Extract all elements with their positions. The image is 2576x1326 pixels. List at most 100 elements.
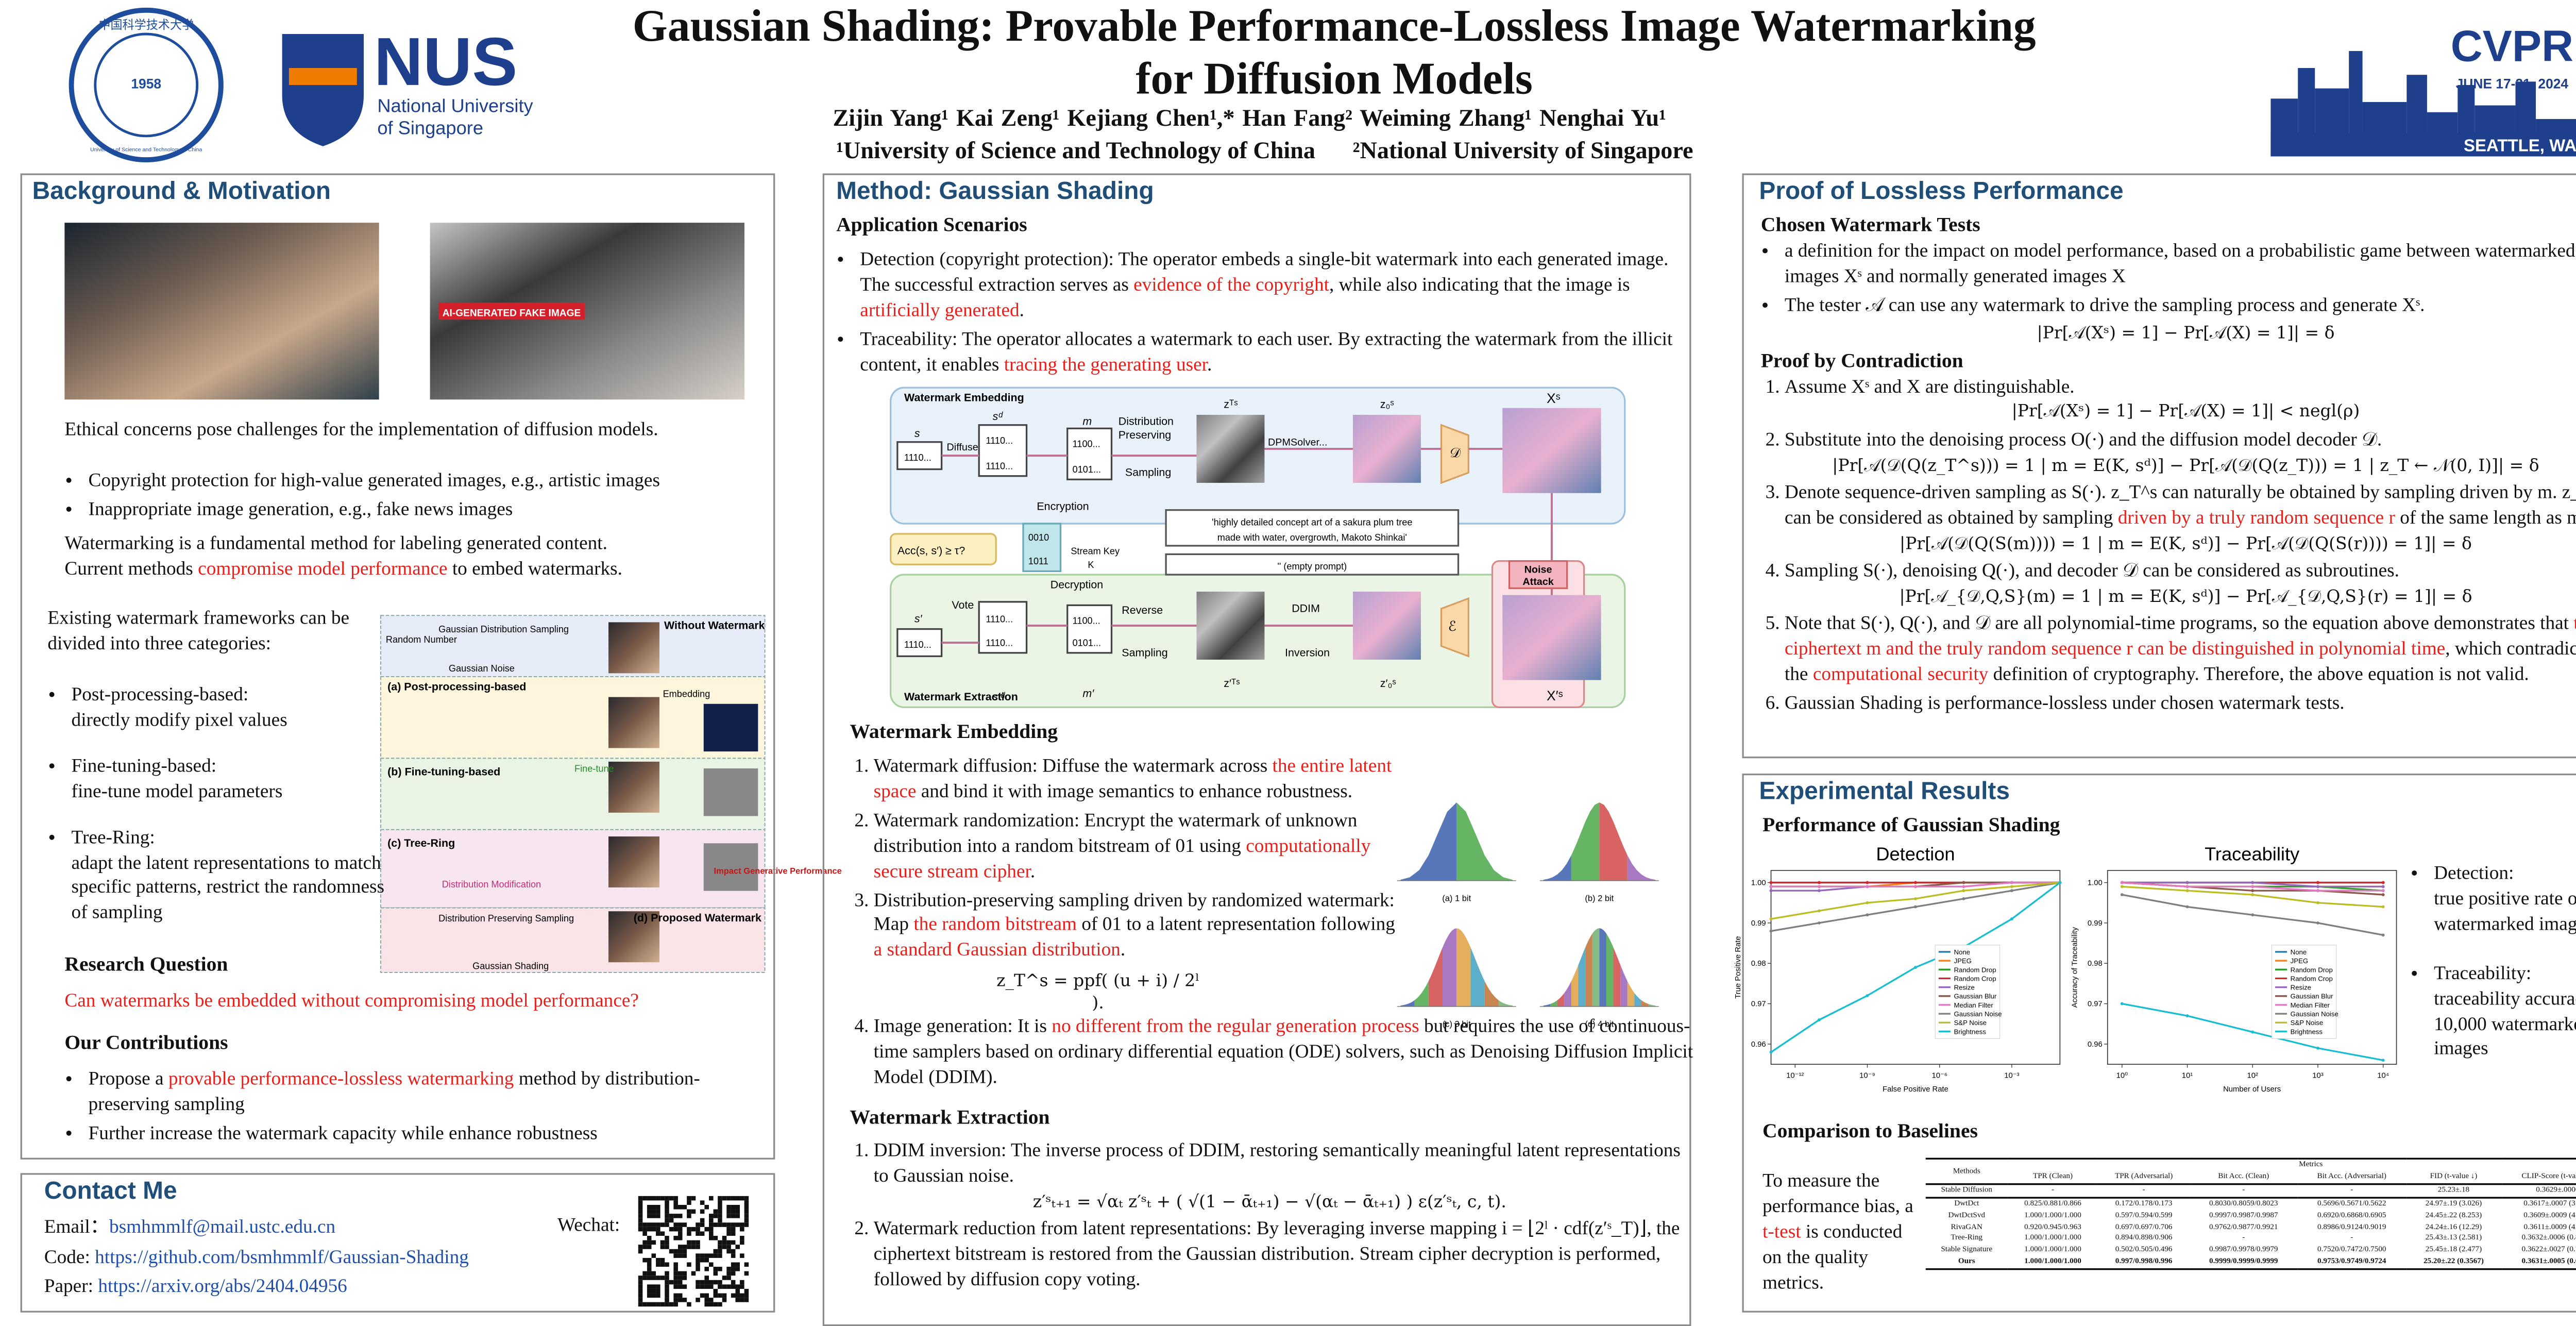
list-item: Watermark randomization: Encrypt the wat… [874, 809, 1404, 885]
qr-cell [691, 1209, 696, 1214]
table-cell: 24.24±.16 (12.29) [2425, 1221, 2482, 1231]
qr-cell [665, 1240, 669, 1245]
item-desc: fine-tune model parameters [71, 781, 283, 802]
gaussian-slice [1599, 802, 1628, 881]
qr-cell [677, 1249, 683, 1254]
qr-cell [704, 1280, 709, 1285]
text-run: Watermark randomization: Encrypt the wat… [873, 810, 1358, 857]
qr-cell [677, 1245, 683, 1249]
qr-cell [638, 1222, 643, 1227]
x-tick-label: 10⁴ [2377, 1072, 2389, 1080]
diagram-label: Encryption [1037, 500, 1089, 513]
qr-cell [638, 1302, 643, 1307]
qr-cell [660, 1245, 665, 1249]
point [1769, 929, 1773, 933]
code-link[interactable]: https://github.com/bsmhmmlf/Gaussian-Sha… [95, 1247, 469, 1268]
gaussian-slice [1571, 965, 1579, 1006]
qr-cell [726, 1204, 731, 1210]
subheading: Research Question [64, 952, 228, 976]
paper-link[interactable]: https://arxiv.org/abs/2404.04956 [98, 1277, 347, 1298]
highlight: driven by a truly random sequence r [2117, 508, 2395, 528]
gaussian-slice [1550, 1000, 1557, 1006]
point [2120, 881, 2124, 884]
figure-label: (a) Post-processing-based [387, 680, 526, 693]
diagram-label: Stream Key [1071, 546, 1120, 556]
table-cell: 1.000/1.000/1.000 [2024, 1233, 2081, 1242]
item-text: Copyright protection for high-value gene… [88, 471, 660, 492]
item-text: Gaussian Shading is performance-lossless… [1784, 693, 2345, 714]
numbered-list: Watermark diffusion: Diffuse the waterma… [850, 755, 1403, 968]
gaussian-slice [1606, 933, 1614, 1006]
gaussian-slice [1484, 981, 1499, 1006]
qr-cell [704, 1284, 709, 1289]
figure-caption: (a) 1 bit [1442, 894, 1471, 903]
diagram-label: 1100... [1073, 439, 1100, 449]
qr-cell [691, 1245, 696, 1249]
qr-cell [691, 1227, 696, 1232]
qr-cell [665, 1288, 669, 1294]
figure-label: Without Watermark [664, 619, 765, 632]
qr-cell [665, 1196, 669, 1201]
qr-cell [726, 1245, 731, 1249]
table-cell: 0.8986/0.9124/0.9019 [2317, 1221, 2386, 1231]
point [2316, 881, 2319, 884]
qr-cell [735, 1288, 740, 1294]
qr-cell [687, 1196, 691, 1201]
legend-label: Resize [1954, 984, 1974, 992]
point [1962, 885, 1965, 888]
qr-cell [718, 1267, 722, 1271]
table-cell: 0.597/0.594/0.599 [2115, 1210, 2173, 1219]
legend-label: Random Crop [2291, 975, 2333, 982]
gaussian-slice [1543, 1004, 1551, 1006]
text-run: is conducted on the quality metrics. [1762, 1222, 1903, 1294]
cvpr-place: SEATTLE, WA [2464, 136, 2576, 155]
qr-cell [700, 1280, 705, 1285]
list-item: Propose a provable performance-lossless … [89, 1068, 769, 1118]
item-text: a definition for the impact on model per… [1784, 241, 2575, 287]
qr-cell [718, 1280, 722, 1285]
qr-cell [682, 1298, 687, 1302]
highlight: a standard Gaussian distribution [873, 941, 1121, 962]
qr-cell [713, 1222, 718, 1227]
legend-label: Gaussian Blur [2291, 993, 2333, 1000]
text-run: of the same length as m. [2395, 508, 2576, 528]
qr-cell [673, 1262, 678, 1267]
gaussian-slice [1456, 802, 1513, 881]
qr-cell [744, 1293, 749, 1298]
qr-cell [704, 1227, 709, 1232]
qr-cell [709, 1302, 714, 1307]
y-tick-label: 1.00 [2088, 879, 2103, 887]
qr-cell [718, 1240, 722, 1245]
qr-cell [726, 1249, 731, 1254]
output-image [1502, 595, 1601, 680]
qr-cell [726, 1275, 731, 1280]
qr-cell [704, 1302, 709, 1307]
item-text: Substitute into the denoising process O(… [1784, 429, 2382, 450]
item-name: Tree-Ring: [71, 827, 155, 848]
diagram-label: '' (empty prompt) [1277, 561, 1347, 572]
qr-cell [713, 1267, 718, 1271]
qr-cell [687, 1231, 691, 1236]
cvpr-date: JUNE 17-21, 2024 [2456, 76, 2569, 92]
qr-cell [677, 1231, 683, 1236]
qr-cell [713, 1271, 718, 1276]
point [2381, 933, 2385, 937]
table-cell: 25.20±.22 (0.3567) [2423, 1256, 2484, 1265]
bullet-list: Post-processing-based: directly modify pi… [47, 683, 387, 947]
latent-image [1196, 414, 1265, 483]
nus-logo: NUS [374, 24, 518, 99]
bullet-list: a definition for the impact on model per… [1761, 240, 2576, 319]
header-cell: Bit Acc. (Clean) [2218, 1171, 2269, 1181]
point [1769, 917, 1773, 921]
email-link[interactable]: bsmhmmlf@mail.ustc.edu.cn [109, 1217, 336, 1238]
qr-cell [718, 1245, 722, 1249]
point [2316, 1046, 2319, 1050]
fake-badge [438, 303, 585, 320]
contact-rows: Email：bsmhmmlf@mail.ustc.edu.cn Code: ht… [44, 1214, 469, 1303]
table-cell: 0.997/0.998/0.996 [2115, 1256, 2173, 1265]
qr-cell [638, 1284, 643, 1289]
figure-row [380, 758, 766, 830]
point [2381, 881, 2385, 884]
qr-cell [638, 1209, 643, 1214]
figure-label: Impact Generative Performance [714, 867, 842, 876]
